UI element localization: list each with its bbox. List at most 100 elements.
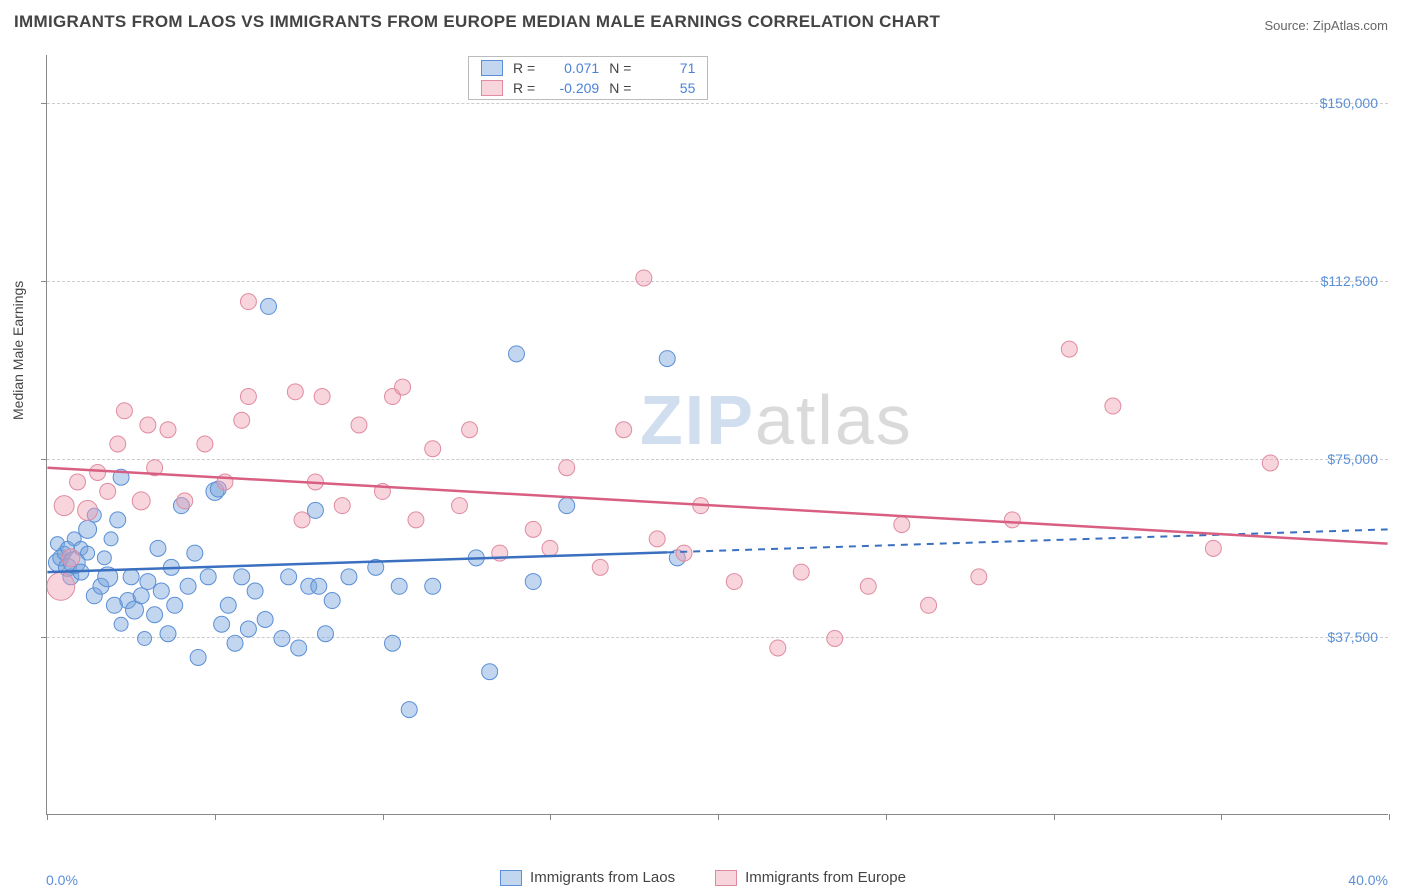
data-point-laos xyxy=(153,583,169,599)
data-point-europe xyxy=(592,559,608,575)
r-label: R = xyxy=(513,60,535,76)
x-tick xyxy=(886,814,887,820)
data-point-europe xyxy=(287,384,303,400)
data-point-laos xyxy=(257,612,273,628)
data-point-europe xyxy=(197,436,213,452)
data-point-laos xyxy=(220,597,236,613)
r-label: R = xyxy=(513,80,535,96)
r-value-laos: 0.071 xyxy=(545,60,599,76)
legend-stats-box: R = 0.071 N = 71 R = -0.209 N = 55 xyxy=(468,56,708,100)
data-point-laos xyxy=(147,607,163,623)
data-point-laos xyxy=(311,578,327,594)
x-tick xyxy=(1054,814,1055,820)
x-tick xyxy=(215,814,216,820)
data-point-europe xyxy=(1105,398,1121,414)
data-point-laos xyxy=(214,616,230,632)
swatch-europe-bottom xyxy=(715,870,737,886)
data-point-laos xyxy=(150,540,166,556)
data-point-laos xyxy=(180,578,196,594)
data-point-laos xyxy=(525,574,541,590)
data-point-laos xyxy=(317,626,333,642)
data-point-laos xyxy=(247,583,263,599)
data-point-europe xyxy=(132,492,150,510)
data-point-laos xyxy=(110,512,126,528)
data-point-laos xyxy=(167,597,183,613)
trendline-europe xyxy=(47,468,1387,544)
data-point-europe xyxy=(334,498,350,514)
data-point-europe xyxy=(240,294,256,310)
data-point-europe xyxy=(827,630,843,646)
data-point-europe xyxy=(160,422,176,438)
data-point-laos xyxy=(401,702,417,718)
data-point-laos xyxy=(425,578,441,594)
data-point-europe xyxy=(1205,540,1221,556)
legend-bottom: Immigrants from Laos Immigrants from Eur… xyxy=(0,869,1406,886)
data-point-laos xyxy=(200,569,216,585)
swatch-laos xyxy=(481,60,503,76)
r-value-europe: -0.209 xyxy=(545,80,599,96)
data-point-laos xyxy=(659,351,675,367)
data-point-europe xyxy=(649,531,665,547)
n-value-europe: 55 xyxy=(641,80,695,96)
x-axis-min-label: 0.0% xyxy=(46,872,78,888)
legend-label-europe: Immigrants from Europe xyxy=(745,869,906,886)
source-prefix: Source: xyxy=(1264,18,1312,33)
source-name: ZipAtlas.com xyxy=(1313,18,1388,33)
n-label: N = xyxy=(609,60,631,76)
data-point-laos xyxy=(104,532,118,546)
data-point-laos xyxy=(341,569,357,585)
data-point-europe xyxy=(110,436,126,452)
data-point-laos xyxy=(240,621,256,637)
data-point-laos xyxy=(140,574,156,590)
n-value-laos: 71 xyxy=(641,60,695,76)
legend-label-laos: Immigrants from Laos xyxy=(530,869,675,886)
x-tick xyxy=(383,814,384,820)
data-point-europe xyxy=(542,540,558,556)
n-label: N = xyxy=(609,80,631,96)
data-point-europe xyxy=(726,574,742,590)
chart-title: IMMIGRANTS FROM LAOS VS IMMIGRANTS FROM … xyxy=(14,12,940,32)
x-tick xyxy=(718,814,719,820)
data-point-laos xyxy=(291,640,307,656)
x-tick xyxy=(47,814,48,820)
data-point-europe xyxy=(314,389,330,405)
data-point-europe xyxy=(54,496,74,516)
data-point-europe xyxy=(894,517,910,533)
data-point-laos xyxy=(385,635,401,651)
data-point-europe xyxy=(240,389,256,405)
data-point-europe xyxy=(1004,512,1020,528)
data-point-europe xyxy=(971,569,987,585)
data-point-laos xyxy=(324,593,340,609)
data-point-laos xyxy=(391,578,407,594)
data-point-laos xyxy=(187,545,203,561)
legend-item-europe: Immigrants from Europe xyxy=(715,869,906,886)
data-point-laos xyxy=(133,588,149,604)
data-point-europe xyxy=(395,379,411,395)
data-point-laos xyxy=(97,551,111,565)
y-axis-title: Median Male Earnings xyxy=(10,281,26,420)
x-tick xyxy=(1389,814,1390,820)
data-point-europe xyxy=(234,412,250,428)
x-axis-max-label: 40.0% xyxy=(1348,872,1388,888)
source-attribution: Source: ZipAtlas.com xyxy=(1264,18,1388,33)
data-point-europe xyxy=(636,270,652,286)
swatch-laos-bottom xyxy=(500,870,522,886)
data-point-laos xyxy=(508,346,524,362)
data-point-europe xyxy=(100,483,116,499)
data-point-laos xyxy=(114,617,128,631)
x-tick xyxy=(1221,814,1222,820)
data-point-europe xyxy=(140,417,156,433)
legend-item-laos: Immigrants from Laos xyxy=(500,869,675,886)
data-point-europe xyxy=(408,512,424,528)
data-point-europe xyxy=(921,597,937,613)
data-point-europe xyxy=(351,417,367,433)
data-point-europe xyxy=(616,422,632,438)
chart-plot-area: $37,500$75,000$112,500$150,000 xyxy=(46,55,1388,815)
data-point-europe xyxy=(294,512,310,528)
data-point-europe xyxy=(452,498,468,514)
data-point-laos xyxy=(234,569,250,585)
trendline-laos xyxy=(47,552,667,572)
data-point-europe xyxy=(1262,455,1278,471)
data-point-europe xyxy=(770,640,786,656)
data-point-laos xyxy=(81,546,95,560)
